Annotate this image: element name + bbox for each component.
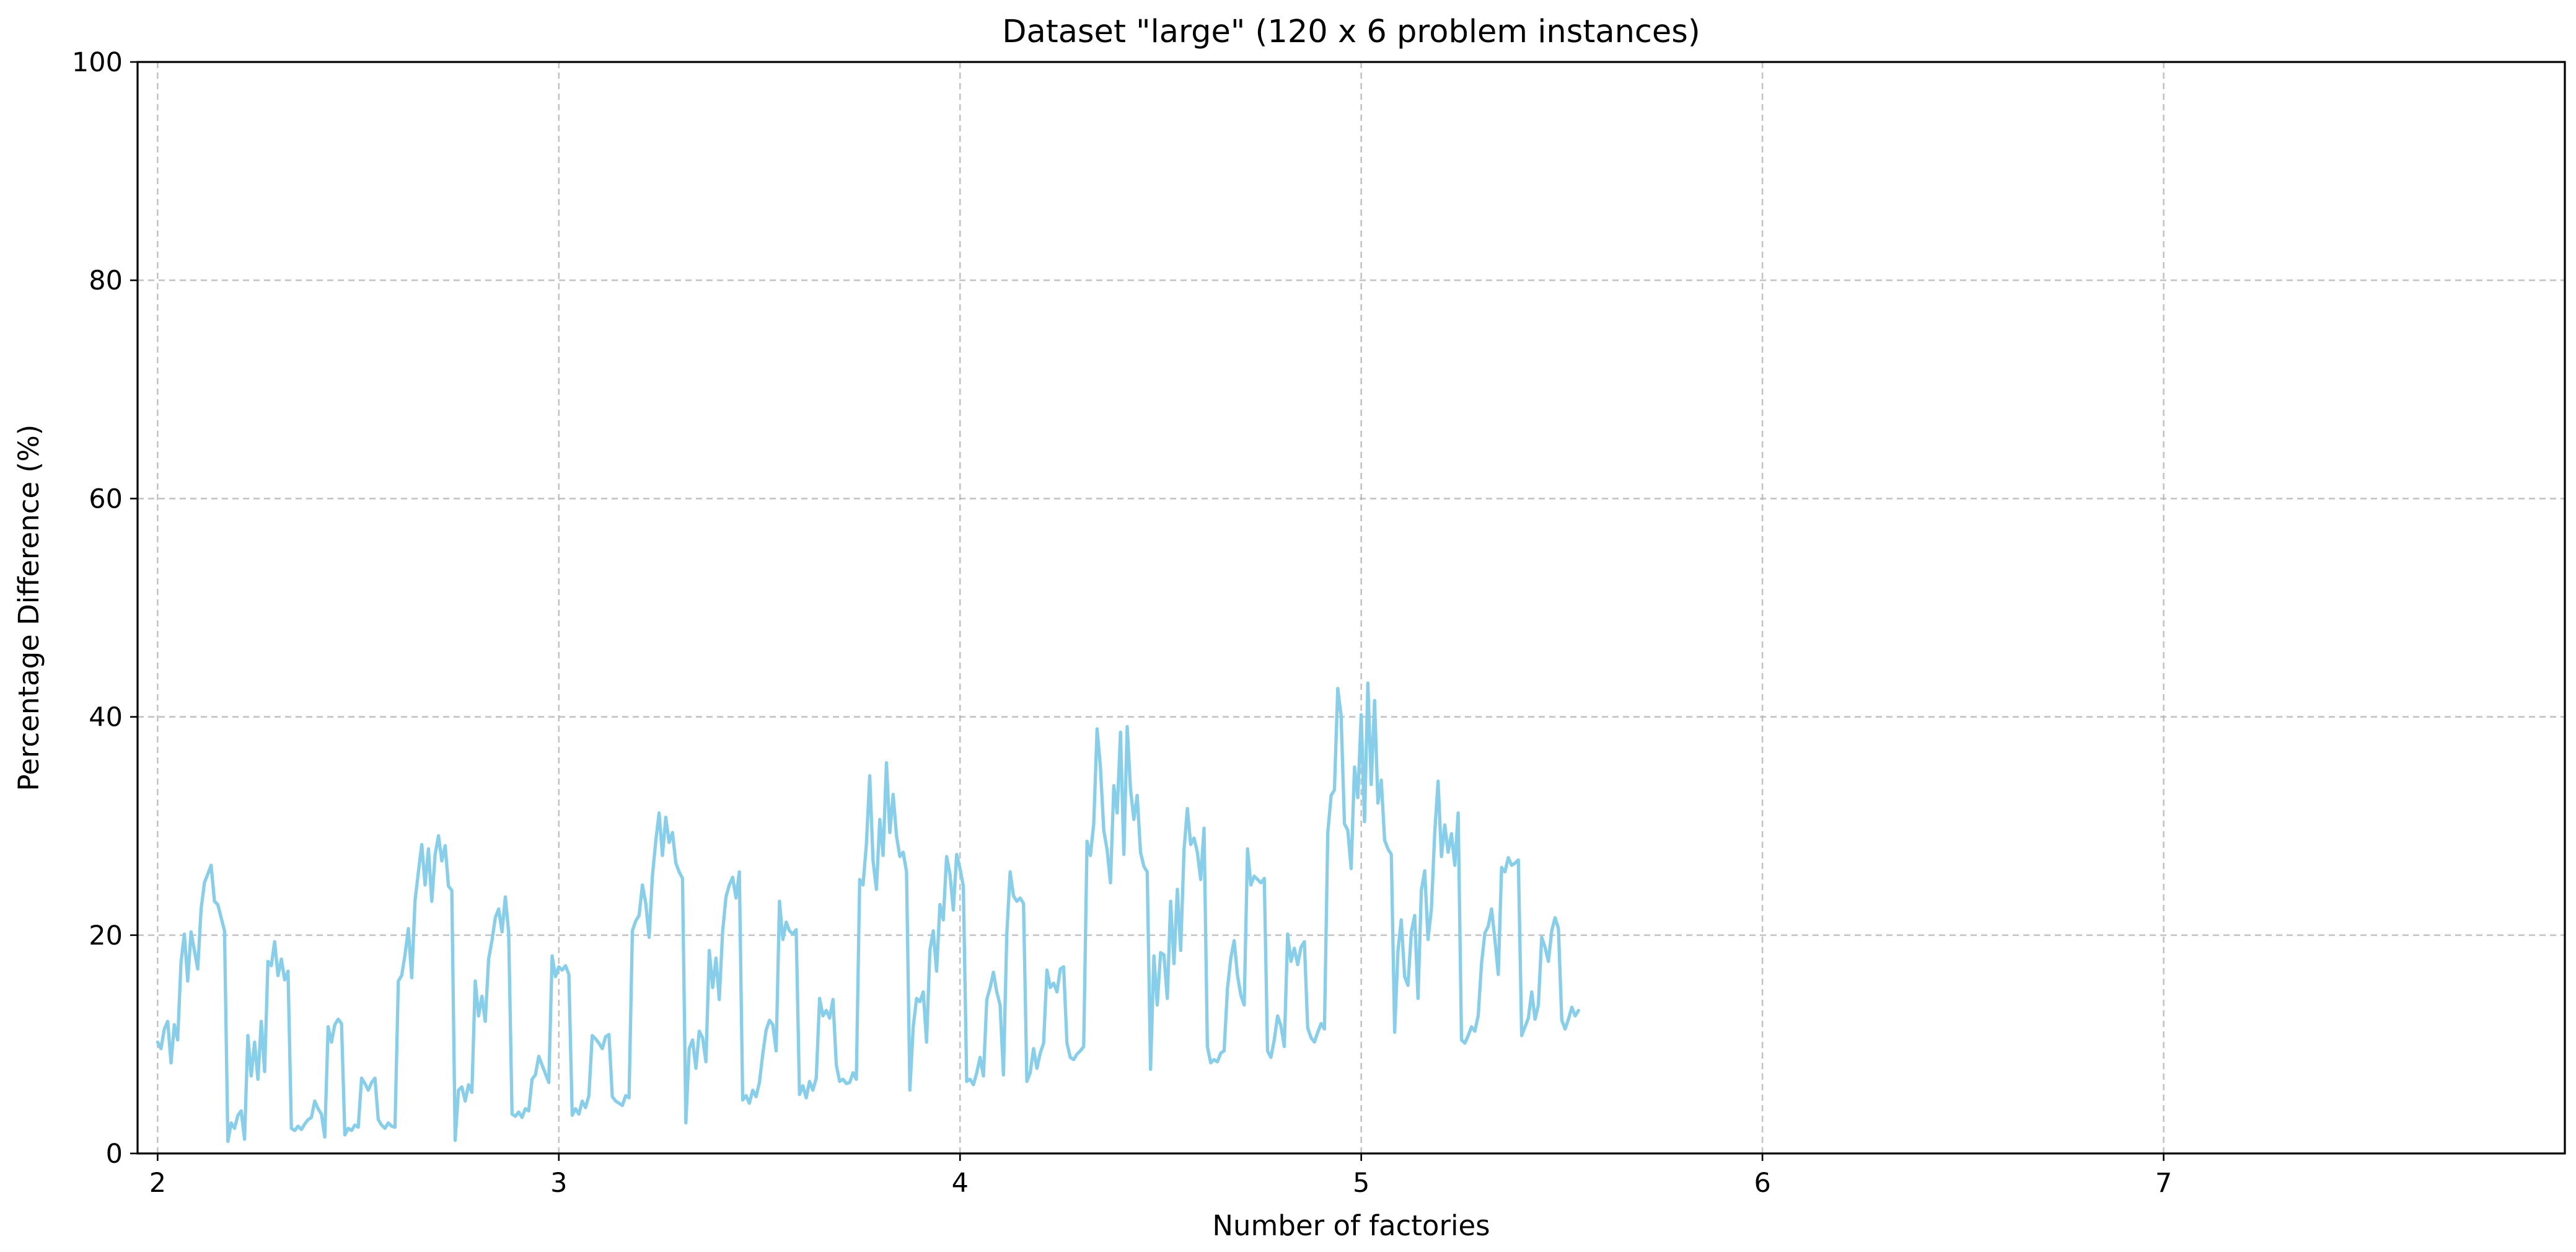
y-tick-label: 0: [106, 1139, 123, 1170]
y-tick-label: 40: [89, 702, 123, 733]
y-tick-label: 60: [89, 483, 123, 514]
x-tick-label: 5: [1353, 1168, 1369, 1199]
x-tick-label: 3: [550, 1168, 567, 1199]
x-axis-label: Number of factories: [1212, 1209, 1490, 1242]
series-layer: [156, 681, 1580, 1144]
x-tick-label: 2: [149, 1168, 166, 1199]
y-tick-label: 100: [72, 47, 123, 78]
series-line: [156, 681, 1580, 1144]
ticks: 2 3 4 5 6 7 0 20 40 60 80 100: [72, 47, 2172, 1199]
chart-title: Dataset "large" (120 x 6 problem instanc…: [1002, 14, 1700, 50]
y-tick-label: 80: [89, 265, 123, 296]
x-tick-label: 7: [2155, 1168, 2172, 1199]
y-tick-label: 20: [89, 920, 123, 951]
x-tick-label: 6: [1754, 1168, 1770, 1199]
x-tick-label: 4: [952, 1168, 969, 1199]
axes-frame: [136, 61, 2566, 1155]
y-axis-label: Percentage Difference (%): [12, 425, 45, 791]
